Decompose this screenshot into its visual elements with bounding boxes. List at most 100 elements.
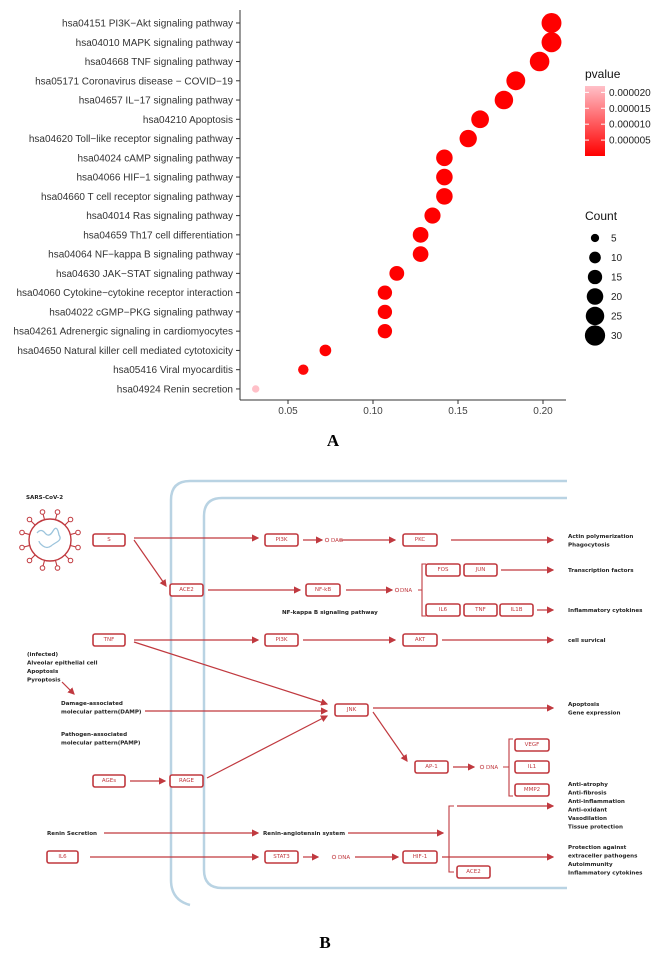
- node-s: S: [92, 533, 126, 547]
- pathway-arrows: [61, 534, 555, 873]
- pathway-label: hsa04620 Toll−like receptor signaling pa…: [29, 134, 233, 145]
- outcome-protection: Protection against extraceller pathogens A…: [568, 845, 643, 877]
- svg-text:S: S: [107, 537, 111, 543]
- pvalue-legend-label: 0.000015: [609, 104, 651, 115]
- infected-cell-text: (infected) Alveolar epithelial cell Apopto…: [27, 652, 98, 684]
- svg-text:DNA: DNA: [400, 588, 412, 594]
- svg-text:AGEs: AGEs: [102, 778, 116, 784]
- svg-text:HIF-1: HIF-1: [413, 854, 427, 860]
- node-vegf: VEGF: [514, 738, 550, 752]
- pvalue-legend-label: 0.000020: [609, 88, 651, 99]
- node-ace2: ACE2: [169, 583, 204, 597]
- svg-text:TNF: TNF: [474, 607, 486, 613]
- sars-cov-2-virus-icon: [19, 509, 81, 571]
- count-legend-dot: [587, 269, 603, 285]
- pathway-label: hsa04659 Th17 cell differentiation: [83, 230, 233, 241]
- virus-label: SARS-CoV-2: [26, 495, 63, 501]
- pathway-label: hsa04010 MAPK signaling pathway: [76, 38, 233, 49]
- nfkb-pathway-label: NF-kappa B signaling pathway: [282, 610, 378, 616]
- pamp-text: Pathogen-associated molecular pattern(PAM…: [61, 732, 141, 747]
- svg-text:JUN: JUN: [475, 567, 486, 573]
- node-ages: AGEs: [92, 774, 126, 788]
- data-point: [529, 51, 550, 72]
- x-tick-label: 0.10: [363, 406, 383, 417]
- data-point: [412, 246, 429, 262]
- data-point: [494, 90, 514, 110]
- outcome-inflammatory: Inflammatory cytokines: [568, 608, 643, 614]
- count-legend-title: Count: [585, 209, 618, 223]
- x-tick-label: 0.05: [278, 406, 298, 417]
- data-point: [459, 129, 477, 148]
- svg-text:AKT: AKT: [415, 637, 426, 643]
- data-point: [389, 265, 405, 281]
- node-il6-ligand: IL6: [46, 850, 79, 864]
- node-tnf-ligand: TNF: [92, 633, 126, 647]
- svg-text:JNK: JNK: [346, 707, 357, 713]
- count-legend-label: 25: [611, 312, 623, 323]
- damp-text: Damage-associated molecular pattern(DAMP): [61, 701, 142, 716]
- count-legend-label: 10: [611, 253, 623, 264]
- node-il1: IL1: [514, 760, 550, 774]
- pathway-label: hsa04060 Cytokine−cytokine receptor inte…: [16, 288, 233, 299]
- node-tnf: TNF: [463, 603, 498, 617]
- node-il1b: IL1B: [499, 603, 534, 617]
- pathway-label: hsa04668 TNF signaling pathway: [85, 57, 233, 68]
- node-fos: FOS: [425, 563, 461, 577]
- count-legend-label: 15: [611, 273, 623, 284]
- node-stat3: STAT3: [264, 850, 299, 864]
- svg-text:ACE2: ACE2: [179, 587, 193, 593]
- svg-text:DNA: DNA: [486, 765, 498, 771]
- data-point: [298, 364, 309, 375]
- pathway-label: hsa04210 Apoptosis: [143, 115, 233, 126]
- node-mmp2: MMP2: [514, 783, 550, 797]
- outcome-protective: Anti-atrophy Anti-fibrosis Anti-inflammati…: [568, 782, 625, 831]
- svg-text:DAG: DAG: [331, 538, 343, 544]
- pathway-label: hsa04261 Adrenergic signaling in cardiom…: [13, 327, 233, 338]
- node-hif1: HIF-1: [402, 850, 438, 864]
- panel-label-a: A: [327, 431, 340, 450]
- node-ace2-2: ACE2: [456, 865, 491, 879]
- svg-text:IL1B: IL1B: [511, 607, 523, 613]
- node-pi3k-2: PI3K: [264, 633, 299, 647]
- node-akt: AKT: [402, 633, 438, 647]
- data-point: [436, 188, 453, 205]
- svg-text:FOS: FOS: [438, 567, 449, 573]
- data-point: [471, 110, 489, 129]
- data-point: [424, 207, 441, 224]
- data-point: [541, 32, 562, 53]
- data-point: [436, 149, 453, 167]
- data-point: [377, 323, 393, 339]
- node-ap1: AP-1: [414, 760, 449, 774]
- svg-text:RAGE: RAGE: [179, 778, 195, 784]
- outcome-transcription: Transcription factors: [568, 568, 634, 574]
- svg-text:VEGF: VEGF: [525, 742, 540, 748]
- renin-angiotensin-text: Renin-angiotensin system: [263, 831, 345, 837]
- data-point: [319, 344, 332, 357]
- svg-text:PI3K: PI3K: [275, 537, 287, 543]
- inner-cell-membrane: [202, 496, 567, 890]
- svg-text:IL6: IL6: [439, 607, 448, 613]
- svg-text:NF-kB: NF-kB: [315, 587, 331, 593]
- count-legend-dot: [585, 306, 605, 326]
- node-pkc: PKC: [402, 533, 438, 547]
- molecule-dna: DNA: [331, 854, 350, 861]
- count-legend-label: 20: [611, 292, 623, 303]
- count-legend-dot: [590, 233, 600, 243]
- node-il6: IL6: [425, 603, 461, 617]
- data-point: [541, 13, 562, 33]
- pathway-label: hsa05416 Viral myocarditis: [113, 365, 233, 376]
- count-legend-label: 5: [611, 234, 617, 245]
- svg-text:PKC: PKC: [415, 537, 426, 543]
- count-legend-dot: [586, 288, 604, 305]
- pathway-label: hsa04924 Renin secretion: [117, 384, 233, 395]
- pathway-label: hsa04064 NF−kappa B signaling pathway: [48, 250, 233, 261]
- node-nfkb: NF-kB: [305, 583, 341, 597]
- pathway-label: hsa04066 HIF−1 signaling pathway: [77, 173, 234, 184]
- dot-plot-chart: hsa04151 PI3K−Akt signaling pathway hsa04…: [13, 10, 651, 450]
- pathway-label: hsa05171 Coronavirus disease − COVID−19: [35, 76, 233, 87]
- pvalue-legend-label: 0.000010: [609, 120, 651, 131]
- svg-text:TNF: TNF: [103, 637, 115, 643]
- outer-cell-membrane: [169, 479, 567, 907]
- pathway-label: hsa04650 Natural killer cell mediated cy…: [17, 346, 233, 357]
- node-rage: RAGE: [169, 774, 204, 788]
